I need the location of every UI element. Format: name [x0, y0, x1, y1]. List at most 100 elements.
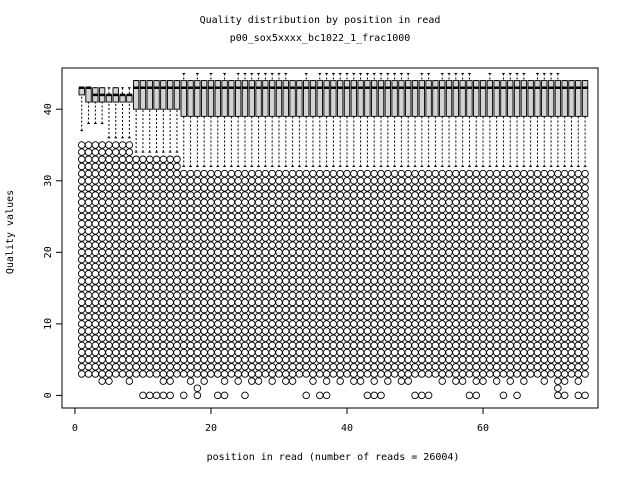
box — [194, 80, 201, 117]
outlier — [581, 284, 589, 292]
box — [418, 80, 425, 117]
x-axis-label: position in read (number of reads = 2600… — [207, 452, 460, 463]
box — [289, 80, 296, 117]
box — [513, 80, 521, 117]
outlier — [581, 212, 589, 221]
outlier — [458, 377, 467, 385]
outlier — [499, 391, 508, 400]
box — [282, 80, 289, 117]
box — [228, 80, 235, 117]
outlier — [560, 377, 569, 385]
outlier — [105, 377, 113, 385]
box — [350, 80, 357, 117]
outlier — [288, 377, 297, 385]
box — [200, 80, 208, 117]
outlier — [581, 184, 589, 192]
outlier — [581, 241, 589, 249]
box — [554, 80, 562, 117]
box — [493, 80, 500, 117]
box — [337, 80, 344, 117]
box — [432, 80, 439, 117]
outlier — [125, 148, 134, 156]
box — [561, 80, 568, 117]
box — [166, 80, 174, 110]
box — [85, 87, 92, 103]
box — [180, 80, 187, 117]
box — [405, 80, 412, 117]
outlier — [268, 377, 276, 385]
box — [581, 80, 589, 117]
box — [316, 80, 323, 117]
outlier — [166, 377, 174, 385]
box — [132, 80, 140, 110]
outlier — [322, 377, 331, 385]
outlier — [581, 262, 589, 271]
box — [235, 80, 242, 117]
outlier — [574, 377, 583, 385]
outlier — [560, 391, 569, 400]
x-tick-label: 60 — [477, 423, 489, 434]
outlier — [322, 391, 331, 400]
outlier — [336, 377, 344, 385]
outlier — [370, 377, 378, 385]
box — [520, 80, 528, 117]
plot-frame — [61, 67, 599, 409]
box — [187, 80, 194, 117]
box — [452, 80, 460, 117]
box — [221, 80, 228, 117]
box — [384, 80, 391, 117]
outlier — [166, 391, 174, 400]
outlier — [540, 377, 549, 385]
outlier — [180, 391, 188, 400]
outlier — [581, 348, 589, 357]
box — [146, 80, 153, 110]
box — [262, 80, 269, 117]
y-tick-label: 40 — [43, 103, 54, 115]
box — [160, 80, 167, 110]
x-tick-label: 40 — [341, 423, 353, 434]
outlier — [506, 377, 515, 385]
y-tick-label: 30 — [43, 175, 54, 187]
outlier — [581, 298, 589, 307]
outlier — [438, 377, 446, 385]
outlier — [125, 377, 134, 385]
box — [139, 80, 147, 110]
outlier — [125, 141, 134, 149]
outlier — [173, 155, 181, 164]
outlier — [581, 177, 589, 185]
box — [153, 80, 160, 110]
outlier — [377, 391, 385, 400]
outlier — [234, 377, 242, 385]
x-tick-label: 20 — [205, 423, 217, 434]
box — [534, 80, 541, 117]
box — [473, 80, 480, 117]
outlier — [220, 391, 229, 400]
outlier — [479, 377, 487, 385]
outlier — [309, 377, 317, 385]
box — [391, 80, 398, 117]
outlier — [200, 377, 208, 385]
outlier — [356, 377, 365, 385]
outlier — [581, 219, 589, 228]
outlier — [581, 305, 589, 314]
box — [445, 80, 453, 117]
box — [466, 80, 473, 117]
box — [207, 80, 215, 117]
box — [330, 80, 337, 117]
outlier — [581, 234, 589, 242]
outlier — [581, 320, 589, 328]
outlier — [581, 341, 589, 350]
box — [275, 80, 283, 117]
box — [568, 80, 575, 117]
y-tick-label: 20 — [43, 246, 54, 258]
box — [575, 80, 582, 117]
box — [357, 80, 364, 117]
outlier — [186, 377, 195, 385]
outlier — [254, 377, 263, 385]
outlier — [404, 377, 412, 385]
outlier — [581, 227, 589, 235]
box — [323, 80, 330, 117]
box — [364, 80, 371, 117]
box — [425, 80, 432, 117]
